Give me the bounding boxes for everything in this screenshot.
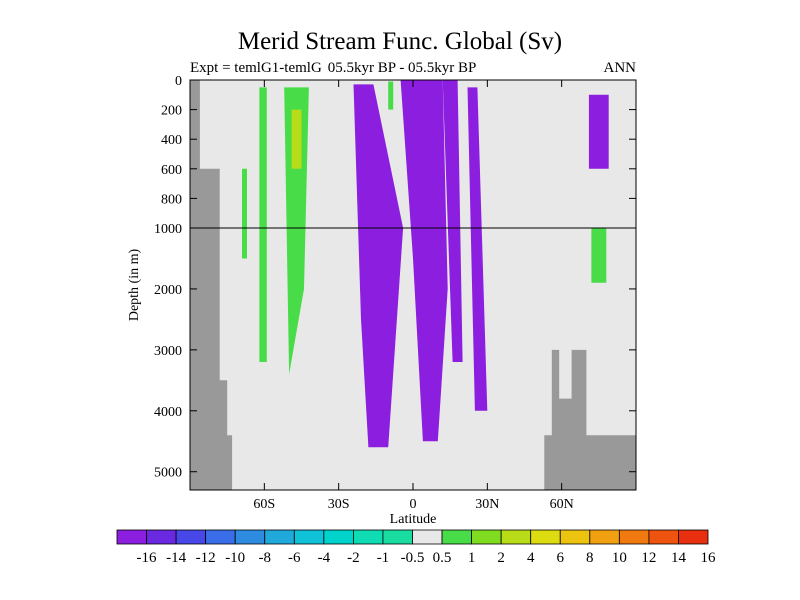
- region-cell-20S: [353, 84, 404, 448]
- colorbar-label: 2: [497, 550, 505, 566]
- colorbar-label: -12: [196, 550, 216, 566]
- region-seafloor-north: [544, 349, 636, 490]
- region-cell-0: [400, 80, 448, 442]
- colorbar-swatch: [352, 529, 384, 545]
- x-tick-label: 30N: [475, 497, 499, 512]
- colorbar-swatch: [234, 529, 266, 545]
- season-label: ANN: [603, 60, 637, 76]
- colorbar-label: -0.5: [401, 550, 425, 566]
- colorbar-swatch: [146, 529, 177, 545]
- y-tick-label: 800: [161, 192, 182, 207]
- colorbar-label: -6: [288, 550, 301, 566]
- colorbar-swatch: [530, 529, 561, 545]
- colorbar-label: -2: [347, 550, 360, 566]
- y-tick-label: 600: [161, 163, 182, 178]
- experiment-period: 05.5kyr BP - 05.5kyr BP: [327, 60, 477, 76]
- colorbar-label: -10: [225, 550, 245, 566]
- y-tick-label: 200: [161, 104, 182, 119]
- colorbar-swatch: [678, 529, 709, 545]
- colorbar-label: 8: [586, 550, 594, 566]
- x-axis-label: Latitude: [390, 512, 437, 527]
- colorbar-swatch: [559, 529, 591, 545]
- experiment-name: Expt = temlG1-temlG: [190, 60, 322, 76]
- colorbar-swatch: [412, 529, 443, 545]
- colorbar-label: 1: [468, 550, 476, 566]
- colorbar-swatch: [175, 529, 207, 545]
- y-tick-label: 0: [175, 74, 182, 89]
- colorbar-swatch: [500, 529, 532, 545]
- x-tick-label: 60N: [550, 497, 574, 512]
- colorbar-label: 14: [671, 550, 687, 566]
- colorbar-label: -1: [377, 550, 390, 566]
- region-cell-10S: [388, 81, 394, 110]
- region-cell-50S: [284, 87, 309, 375]
- x-tick-label: 30S: [328, 497, 350, 512]
- region-cell-60S-tail: [259, 87, 267, 363]
- region-cell-15N: [442, 80, 463, 362]
- colorbar-label: 10: [612, 550, 627, 566]
- colorbar-swatch: [323, 529, 354, 545]
- colorbar-label: -14: [166, 550, 186, 566]
- y-tick-label: 5000: [154, 466, 182, 481]
- colorbar-label: -8: [259, 550, 272, 566]
- region-cell-70S: [242, 168, 247, 259]
- colorbar-label: 12: [641, 550, 656, 566]
- colorbar-label: 4: [527, 550, 535, 566]
- region-cell-75N-lower: [591, 228, 607, 283]
- region-cell-50S-core: [291, 109, 302, 169]
- y-tick-label: 400: [161, 133, 182, 148]
- colorbar-swatch: [264, 529, 295, 545]
- colorbar-swatch: [441, 529, 472, 545]
- colorbar-label: 6: [557, 550, 565, 566]
- region-cell-75N-upper: [588, 94, 609, 169]
- y-axis-label: Depth (in m): [127, 249, 142, 322]
- colorbar-swatch: [205, 529, 236, 545]
- y-tick-label: 2000: [154, 283, 182, 298]
- y-tick-label: 1000: [154, 222, 182, 237]
- colorbar-swatch: [382, 529, 413, 545]
- colorbar-swatch: [648, 529, 679, 545]
- y-tick-label: 3000: [154, 344, 182, 359]
- y-tick-label: 4000: [154, 405, 182, 420]
- chart-title: Merid Stream Func. Global (Sv): [237, 28, 563, 55]
- colorbar-swatch: [293, 529, 325, 545]
- colorbar-swatch: [471, 529, 502, 545]
- x-tick-label: 60S: [253, 497, 275, 512]
- colorbar-swatch: [116, 529, 147, 545]
- colorbar-swatch: [589, 529, 620, 545]
- region-seafloor-south: [190, 80, 233, 490]
- region-cell-25N: [467, 87, 488, 411]
- colorbar-label: -4: [318, 550, 331, 566]
- experiment-label: Expt = temlG1-temlG 05.5kyr BP - 05.5kyr …: [190, 60, 482, 77]
- colorbar-label: 16: [701, 550, 717, 566]
- colorbar-label: -16: [137, 550, 157, 566]
- colorbar-label: 0.5: [433, 550, 452, 566]
- x-tick-label: 0: [410, 497, 417, 512]
- colorbar-swatch: [618, 529, 650, 545]
